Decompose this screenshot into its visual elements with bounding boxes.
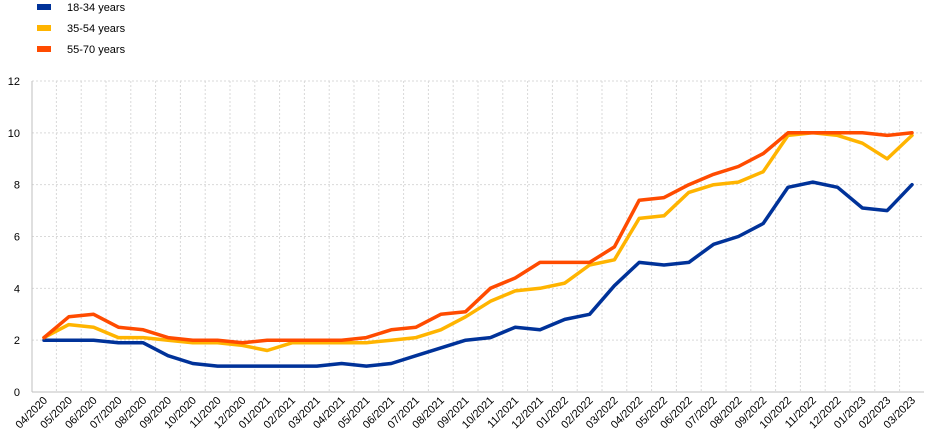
- y-tick-label-6: 12: [8, 76, 20, 88]
- y-tick-label-2: 4: [14, 283, 20, 295]
- x-axis-ticks: 04/202005/202006/202007/202008/202009/20…: [14, 395, 919, 432]
- series-line-0: [42, 180, 914, 368]
- y-tick-label-4: 8: [14, 180, 20, 192]
- series-line-1: [42, 131, 914, 353]
- y-tick-label-0: 0: [14, 387, 20, 399]
- y-tick-label-3: 6: [14, 232, 20, 244]
- legend-swatch-2: [37, 46, 51, 52]
- axes: [31, 81, 924, 393]
- series-lines: [42, 131, 914, 368]
- legend-label-2: 55-70 years: [67, 44, 126, 56]
- gridlines: [32, 80, 924, 392]
- legend-swatch-0: [37, 4, 51, 10]
- series-line-2: [42, 131, 914, 345]
- y-tick-label-5: 10: [8, 128, 20, 140]
- legend-swatch-1: [37, 25, 51, 31]
- legend: 18-34 years 35-54 years 55-70 years: [37, 2, 126, 56]
- legend-label-0: 18-34 years: [67, 2, 126, 14]
- y-tick-label-1: 2: [14, 335, 20, 347]
- legend-label-1: 35-54 years: [67, 23, 126, 35]
- y-axis-ticks: 0 2 4 6 8 10 12: [8, 76, 20, 399]
